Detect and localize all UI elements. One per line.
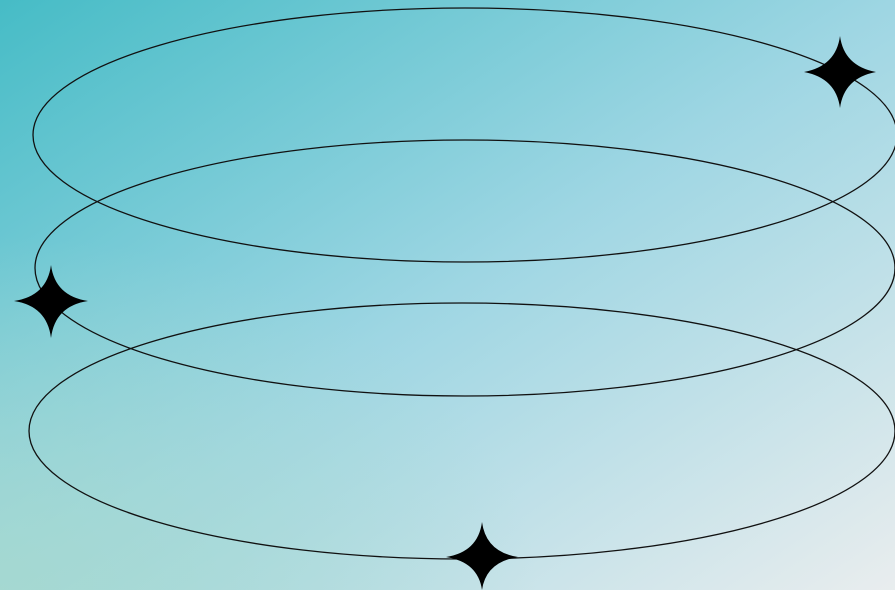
four-point-star-icon [804,36,876,108]
four-point-star-icon [14,265,88,338]
top-ring [32,7,895,263]
four-point-star-icon [446,522,518,590]
middle-ring [34,139,895,397]
